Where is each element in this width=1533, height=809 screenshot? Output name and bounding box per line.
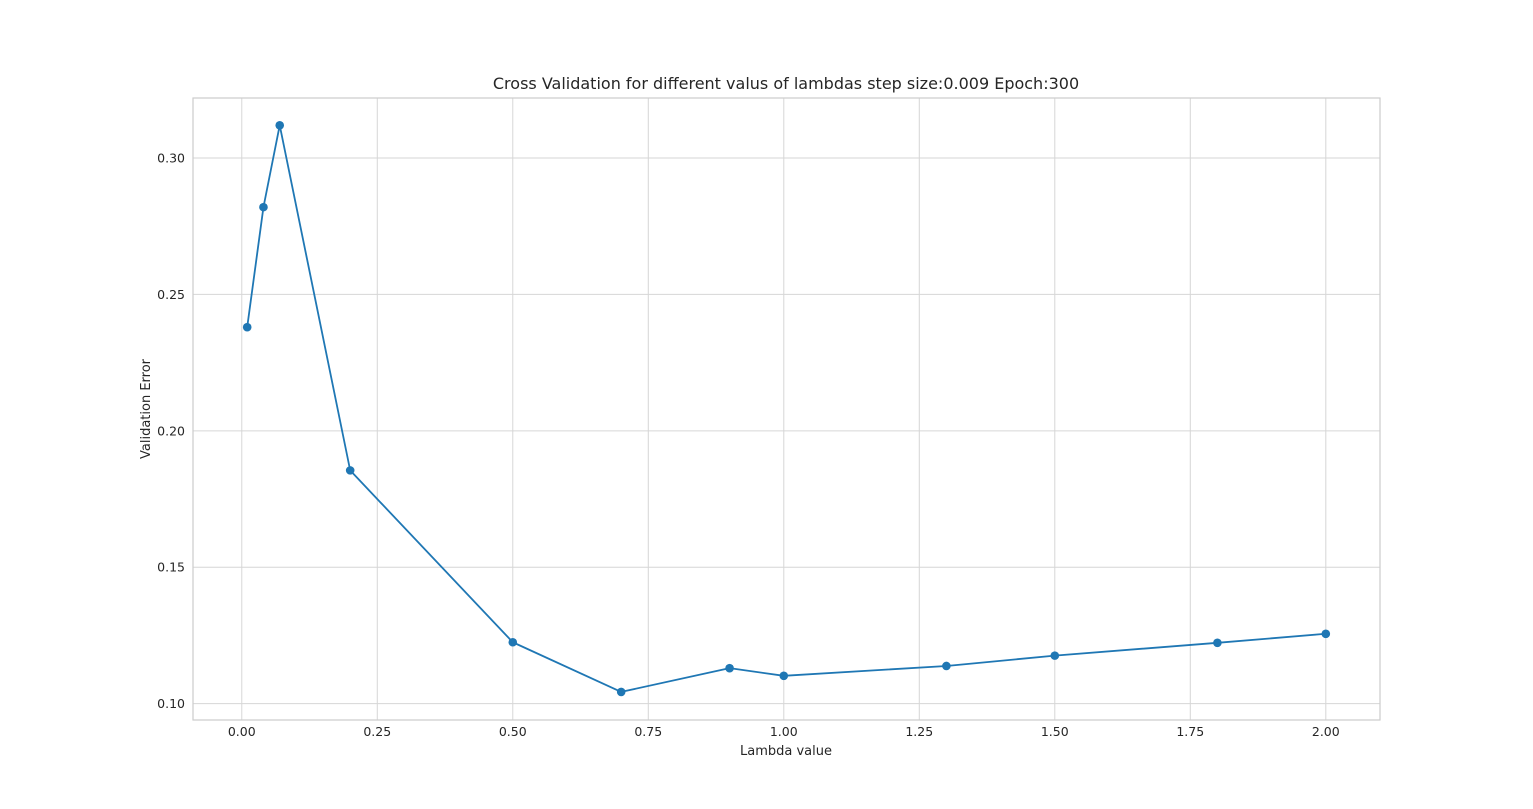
chart-title: Cross Validation for different valus of … [493, 74, 1079, 93]
x-tick-label: 0.75 [634, 724, 662, 739]
x-axis-label: Lambda value [740, 744, 832, 759]
series-line [246, 124, 1326, 693]
data-point [942, 661, 951, 671]
series-lines [246, 124, 1326, 693]
x-tick-labels: 0.00 0.25 0.50 0.75 1.00 1.25 1.50 1.75 2.00 [228, 724, 1340, 739]
x-tick-label: 0.00 [228, 724, 256, 739]
y-tick-labels: 0.10 0.15 0.20 0.25 0.30 [157, 151, 185, 712]
data-point [508, 637, 518, 647]
data-point [725, 663, 734, 673]
x-grid-lines [241, 98, 1327, 720]
y-tick-label: 0.30 [157, 151, 185, 166]
data-point [616, 687, 626, 697]
plot-frame [192, 97, 1381, 721]
y-tick-label: 0.15 [157, 560, 185, 575]
x-tick-label: 0.50 [499, 724, 527, 739]
data-point [1321, 629, 1331, 639]
x-tick-label: 1.25 [905, 724, 933, 739]
x-tick-label: 1.75 [1176, 724, 1204, 739]
x-tick-label: 1.50 [1041, 724, 1069, 739]
data-point [345, 466, 355, 475]
y-axis-label: Validation Error [139, 358, 154, 459]
y-tick-label: 0.20 [157, 423, 185, 438]
data-point [275, 120, 285, 130]
series-points [242, 120, 1331, 697]
y-tick-label: 0.10 [157, 696, 185, 711]
y-grid-lines [193, 157, 1380, 705]
data-point [1050, 651, 1060, 660]
data-point [242, 322, 252, 332]
x-tick-label: 1.00 [770, 724, 798, 739]
data-point [259, 202, 268, 212]
y-tick-label: 0.25 [157, 287, 185, 302]
data-point [1213, 638, 1222, 648]
x-tick-label: 2.00 [1312, 724, 1340, 739]
x-tick-label: 0.25 [363, 724, 391, 739]
data-point [779, 671, 789, 681]
